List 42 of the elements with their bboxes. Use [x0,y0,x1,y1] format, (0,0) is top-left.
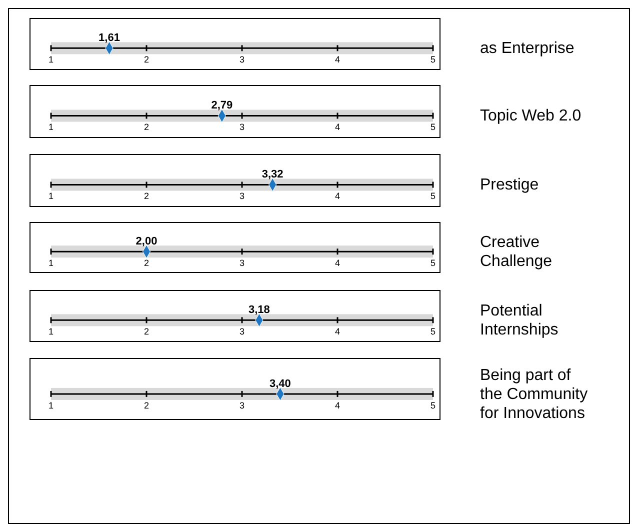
y-tick-label: as Enterprise [480,40,574,58]
x-tick-label: 1 [48,258,54,268]
x-tick-label: 4 [334,191,340,202]
x-tick-label: 3 [239,122,245,132]
x-tick-label: 2 [144,54,150,65]
x-tick-label: 3 [239,326,245,337]
x-tick-label: 5 [430,400,436,410]
data-label: 3,40 [269,378,291,390]
data-label: 3,32 [262,168,284,181]
y-tick-label: Creative Challenge [480,234,552,270]
x-tick-label: 3 [239,191,245,202]
x-tick-label: 4 [334,54,340,65]
x-tick-label: 4 [334,122,340,132]
x-tick-label: 2 [144,191,150,202]
y-tick-label: Prestige [480,176,539,194]
data-label: 2,00 [136,236,158,248]
y-tick-label: Being part of the Community for Innovations [480,366,588,422]
x-tick-label: 1 [48,54,54,65]
x-tick-label: 5 [430,122,436,132]
x-tick-label: 3 [239,54,245,65]
x-tick-label: 3 [239,400,245,410]
data-label: 1,61 [98,32,120,44]
x-tick-label: 4 [334,326,340,337]
x-tick-label: 5 [430,258,436,268]
x-tick-label: 1 [48,122,54,132]
x-tick-label: 3 [239,258,245,268]
data-label: 2,79 [211,100,233,112]
x-tick-label: 5 [430,326,436,337]
x-tick-label: 2 [144,258,150,268]
x-tick-label: 1 [48,326,54,337]
x-tick-label: 4 [334,400,340,410]
x-tick-label: 2 [144,326,150,337]
y-tick-label: Topic Web 2.0 [480,108,582,125]
x-tick-label: 5 [430,54,436,65]
y-tick-label: Potential Internships [480,302,558,339]
x-tick-label: 1 [48,400,54,410]
x-tick-label: 2 [144,400,150,410]
x-tick-label: 4 [334,258,340,268]
data-label: 3,18 [248,304,270,316]
x-tick-label: 1 [48,191,54,202]
x-tick-label: 5 [430,191,436,202]
x-tick-label: 2 [144,122,150,132]
